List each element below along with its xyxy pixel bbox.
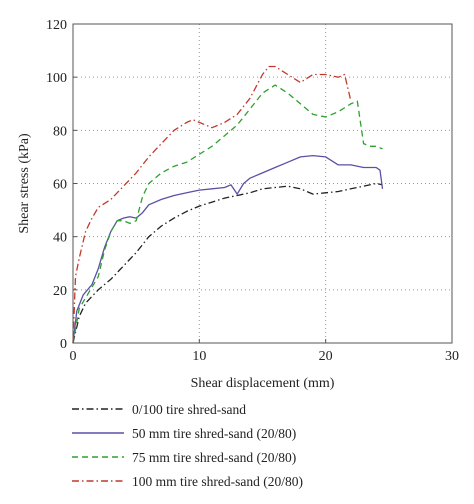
y-tick-label: 20 bbox=[53, 284, 67, 299]
series-line bbox=[72, 154, 384, 344]
x-axis-label: Shear displacement (mm) bbox=[191, 376, 335, 391]
legend: 0/100 tire shred-sand 50 mm tire shred-sa… bbox=[72, 402, 303, 489]
y-tick-label: 0 bbox=[60, 337, 67, 352]
series-line bbox=[72, 84, 383, 344]
y-tick-label: 100 bbox=[46, 71, 67, 86]
y-tick-label: 80 bbox=[53, 124, 67, 139]
y-tick-label: 120 bbox=[46, 18, 67, 33]
series-layer bbox=[72, 65, 384, 344]
y-tick-label: 40 bbox=[53, 231, 67, 246]
legend-label: 100 mm tire shred-sand (20/80) bbox=[132, 474, 303, 489]
x-tick-label: 30 bbox=[445, 349, 459, 364]
x-tick-label: 0 bbox=[70, 349, 77, 364]
legend-label: 75 mm tire shred-sand (20/80) bbox=[132, 450, 296, 465]
x-tick-label: 10 bbox=[192, 349, 206, 364]
y-axis-label: Shear stress (kPa) bbox=[17, 133, 32, 234]
y-tick-label: 60 bbox=[53, 178, 67, 193]
series-line bbox=[72, 65, 352, 344]
y-axis-ticks: 0 20 40 60 80 100 120 bbox=[46, 18, 77, 352]
x-tick-label: 20 bbox=[319, 349, 333, 364]
grid-lines bbox=[73, 24, 452, 343]
legend-label: 0/100 tire shred-sand bbox=[132, 402, 246, 417]
legend-label: 50 mm tire shred-sand (20/80) bbox=[132, 426, 296, 441]
series-line bbox=[72, 182, 383, 344]
x-axis-ticks: 0 10 20 30 bbox=[70, 339, 459, 364]
